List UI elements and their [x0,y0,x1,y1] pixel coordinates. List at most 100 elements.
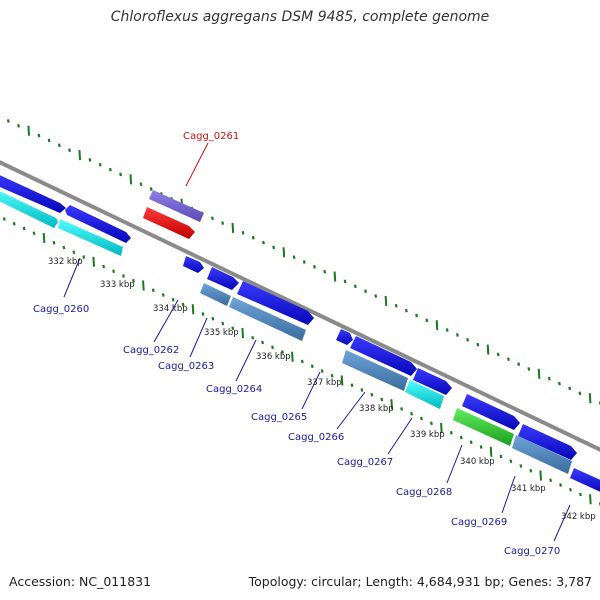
tick-mark [6,119,10,123]
tick-mark [161,293,165,297]
gene-label[interactable]: Cagg_0264 [206,384,262,395]
tick-mark [588,393,592,404]
tick-mark [88,158,92,162]
tick-mark [241,327,244,339]
gene-feature[interactable] [413,368,452,395]
gene-features [0,173,600,494]
gene-callouts: Cagg_0260 Cagg_0261 Cagg_0262 Cagg_0263 Cagg… [33,131,571,557]
callout-line [336,391,366,430]
callout-line [235,339,257,382]
tick-mark [57,143,61,148]
gene-feature[interactable] [350,336,417,376]
gene-feature[interactable] [0,189,58,228]
gene-feature[interactable] [65,205,131,243]
tick-mark [350,383,354,388]
gene-feature[interactable] [200,283,231,306]
scale-label: 342 kbp [561,512,596,522]
tick-mark [410,411,413,416]
tick-mark [261,340,264,345]
tick-mark [440,422,443,434]
gene-label[interactable]: Cagg_0266 [288,432,344,443]
outer-tick-track [6,119,600,405]
tick-mark [323,269,327,274]
tick-mark [241,231,245,235]
tick-mark [479,445,483,449]
gene-feature[interactable] [570,468,600,494]
gene-feature[interactable] [462,394,520,430]
tick-mark [52,240,56,245]
tick-mark [568,386,572,391]
callout-line [63,257,81,298]
scale-label: 341 kbp [511,484,546,494]
scale-labels: 332 kbp 333 kbp 334 kbp 335 kbp 336 kbp 337 k… [48,257,596,522]
gene-feature[interactable] [518,424,577,460]
gene-feature[interactable] [453,408,514,446]
tick-mark [47,138,51,143]
gene-label[interactable]: Cagg_0261 [183,131,239,142]
gene-label[interactable]: Cagg_0270 [504,546,560,557]
tick-mark [62,245,66,250]
tick-mark [272,245,276,250]
topology-summary: Topology: circular; Length: 4,684,931 bp… [248,574,592,589]
tick-mark [415,313,418,318]
gene-label[interactable]: Cagg_0269 [451,517,507,528]
tick-mark [529,468,533,473]
gene-label[interactable]: Cagg_0263 [158,361,214,372]
tick-mark [17,124,20,128]
tick-mark [578,391,582,396]
callout-line [189,317,208,358]
gene-feature[interactable] [183,256,204,273]
gene-feature[interactable] [143,207,195,239]
gene-label[interactable]: Cagg_0267 [337,457,393,468]
tick-mark [262,240,265,245]
tick-mark [445,328,449,332]
gene-feature[interactable] [405,380,444,409]
gene-label[interactable]: Cagg_0265 [251,412,307,423]
gene-feature[interactable] [512,435,572,474]
tick-mark [282,247,286,258]
tick-mark [384,295,388,306]
scale-label: 335 kbp [204,328,239,338]
gene-feature[interactable] [149,190,204,222]
tick-mark [132,278,135,283]
tick-mark [112,269,115,274]
scale-label: 334 kbp [153,304,188,314]
tick-mark [558,381,561,386]
tick-mark [579,492,582,497]
tick-mark [499,454,503,459]
gene-label[interactable]: Cagg_0262 [123,345,179,356]
tick-mark [300,359,304,364]
tick-mark [589,494,592,505]
gene-feature[interactable] [237,281,314,325]
tick-mark [12,221,16,226]
tick-mark [519,464,523,468]
tick-mark [142,280,145,291]
tick-mark [549,478,553,483]
tick-mark [310,364,314,369]
gene-feature[interactable] [336,329,353,345]
gene-feature[interactable] [342,350,408,391]
tick-mark [221,321,225,326]
tick-mark [537,368,541,379]
scale-label: 336 kbp [256,352,291,362]
gene-feature[interactable] [58,219,123,256]
callout-line [185,142,209,187]
gene-label[interactable]: Cagg_0260 [33,304,89,315]
tick-mark [221,221,225,225]
tick-mark [430,421,433,426]
genome-backbone [0,160,600,452]
tick-mark [390,399,393,410]
tick-mark [420,416,423,421]
tick-mark [82,255,86,259]
tick-mark [37,133,41,138]
gene-label[interactable]: Cagg_0268 [396,487,452,498]
tick-mark [340,375,344,386]
tick-mark [2,217,6,221]
tick-mark [42,232,46,244]
tick-mark [404,308,408,313]
scale-label: 337 kbp [307,378,342,388]
gene-feature[interactable] [229,297,306,341]
tick-mark [72,250,76,255]
gene-feature[interactable] [0,173,66,213]
gene-feature[interactable] [207,267,239,290]
